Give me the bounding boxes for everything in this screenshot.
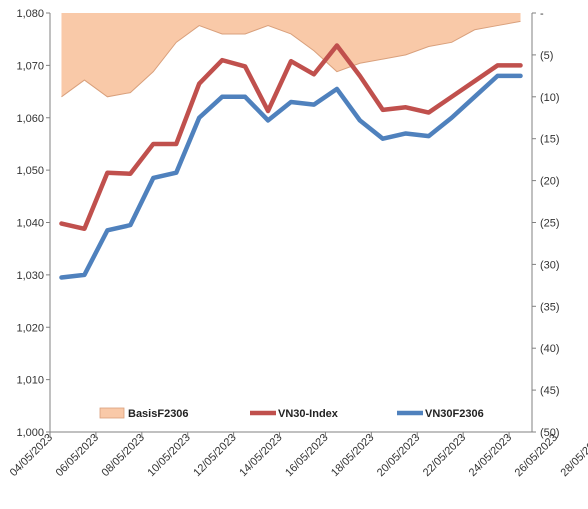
legend-label: BasisF2306 bbox=[128, 408, 189, 420]
x-tick-label: 06/05/2023 bbox=[54, 432, 101, 479]
y-left-tick-label: 1,030 bbox=[16, 270, 44, 282]
x-tick-label: 16/05/2023 bbox=[283, 432, 330, 479]
line-vn30f2306 bbox=[61, 76, 520, 278]
x-tick-label: 14/05/2023 bbox=[237, 432, 284, 479]
x-tick-label: 08/05/2023 bbox=[100, 432, 147, 479]
y-right-tick-label: (30) bbox=[540, 259, 560, 271]
x-tick-label: 18/05/2023 bbox=[329, 432, 376, 479]
y-left-tick-label: 1,060 bbox=[16, 113, 44, 125]
x-tick-label: 20/05/2023 bbox=[375, 432, 422, 479]
y-right-tick-label: (25) bbox=[540, 218, 560, 230]
y-right-tick-label: (10) bbox=[540, 92, 560, 104]
legend-label: VN30-Index bbox=[278, 408, 339, 420]
y-left-tick-label: 1,050 bbox=[16, 165, 44, 177]
y-right-tick-label: (40) bbox=[540, 343, 560, 355]
x-tick-label: 28/05/2023 bbox=[559, 432, 588, 479]
y-left-tick-label: 1,020 bbox=[16, 322, 44, 334]
y-left-tick-label: 1,070 bbox=[16, 60, 44, 72]
x-tick-label: 12/05/2023 bbox=[191, 432, 238, 479]
y-left-tick-label: 1,080 bbox=[16, 8, 44, 20]
x-tick-label: 10/05/2023 bbox=[145, 432, 192, 479]
y-left-tick-label: 1,040 bbox=[16, 218, 44, 230]
y-right-tick-label: (45) bbox=[540, 385, 560, 397]
area-basisf2306 bbox=[61, 13, 520, 97]
y-right-tick-label: (5) bbox=[540, 50, 553, 62]
y-left-tick-label: 1,010 bbox=[16, 375, 44, 387]
y-right-tick-label: (20) bbox=[540, 176, 560, 188]
y-right-tick-label: (35) bbox=[540, 301, 560, 313]
legend-swatch-area bbox=[100, 408, 124, 418]
x-tick-label: 26/05/2023 bbox=[513, 432, 560, 479]
y-right-tick-label: (15) bbox=[540, 134, 560, 146]
legend-label: VN30F2306 bbox=[425, 408, 484, 420]
x-tick-label: 22/05/2023 bbox=[421, 432, 468, 479]
y-right-tick-label: - bbox=[540, 8, 544, 20]
x-tick-label: 24/05/2023 bbox=[467, 432, 514, 479]
